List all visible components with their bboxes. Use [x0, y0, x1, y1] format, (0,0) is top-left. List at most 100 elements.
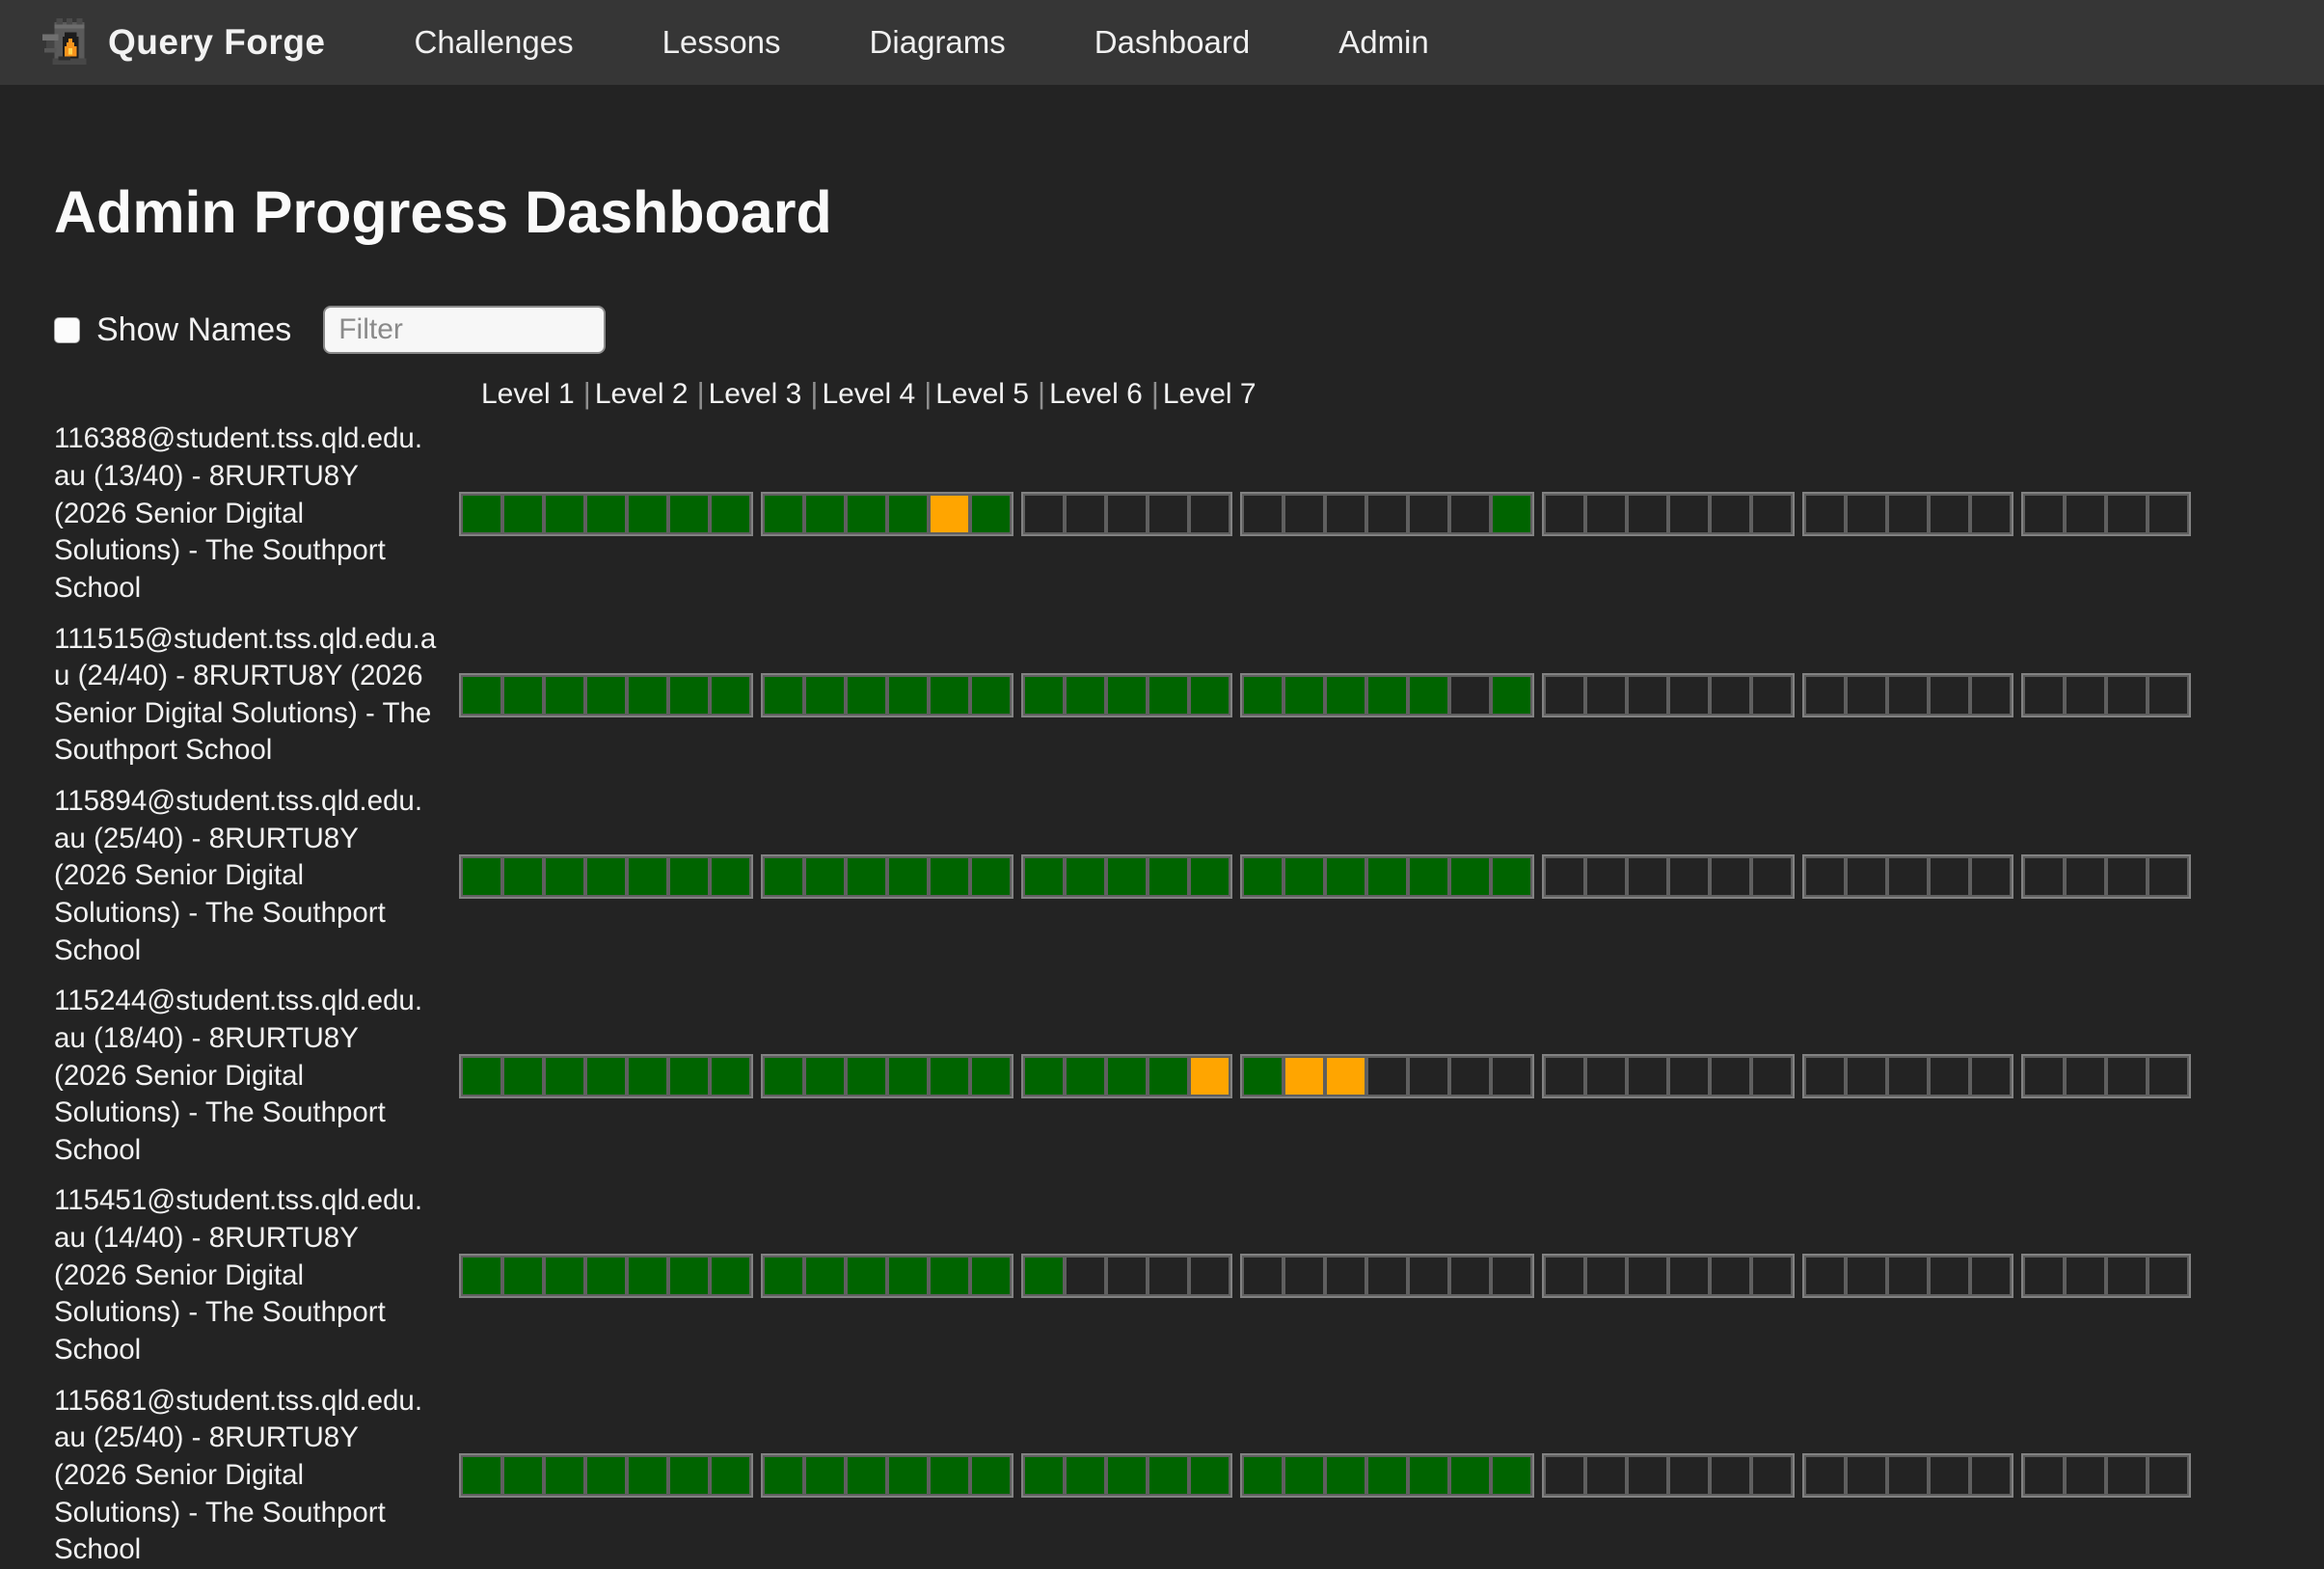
- student-label: 115894@student.tss.qld.edu.au (25/40) - …: [54, 785, 423, 966]
- challenge-cell-empty: [1929, 1256, 1970, 1297]
- challenge-cell-empty: [2065, 1256, 2106, 1297]
- challenge-cell-complete: [502, 1256, 544, 1297]
- challenge-cell-empty: [2106, 674, 2148, 716]
- nav-item-admin[interactable]: Admin: [1338, 24, 1429, 60]
- challenge-cell-complete: [1325, 1455, 1366, 1497]
- challenge-cell-empty: [2148, 493, 2189, 534]
- student-row-2: 111515@student.tss.qld.edu.au (24/40) - …: [54, 621, 2324, 771]
- challenge-cell-complete: [1023, 674, 1065, 716]
- show-names-checkbox[interactable]: [54, 316, 80, 343]
- level-group-2: [761, 491, 1013, 536]
- challenge-cell-empty: [1751, 1455, 1793, 1497]
- challenge-cell-complete: [1284, 855, 1325, 897]
- challenge-cell-empty: [1804, 493, 1846, 534]
- student-row-4: 115244@student.tss.qld.edu.au (18/40) - …: [54, 983, 2324, 1169]
- level-separator: |: [1038, 376, 1046, 411]
- level-group-1: [459, 1453, 753, 1499]
- challenge-cell-empty: [1970, 674, 2012, 716]
- level-group-7: [2021, 853, 2191, 899]
- challenge-cell-empty: [2023, 674, 2065, 716]
- challenge-cell-complete: [970, 1256, 1012, 1297]
- challenge-cell-empty: [1449, 1055, 1491, 1096]
- challenge-cell-complete: [846, 1055, 887, 1096]
- level-group-1: [459, 853, 753, 899]
- challenge-cell-complete: [1491, 493, 1532, 534]
- level-group-2: [761, 672, 1013, 717]
- challenge-cell-empty: [1970, 855, 2012, 897]
- challenge-cell-empty: [1668, 674, 1710, 716]
- level-separator: |: [696, 376, 705, 411]
- filter-input[interactable]: [323, 306, 607, 355]
- challenge-cell-complete: [804, 855, 846, 897]
- level-group-5: [1542, 491, 1795, 536]
- challenge-cell-complete: [804, 674, 846, 716]
- challenge-cell-empty: [1585, 855, 1627, 897]
- challenge-cell-complete: [804, 1256, 846, 1297]
- level-group-4: [1240, 1053, 1534, 1098]
- level-group-1: [459, 1254, 753, 1299]
- challenge-cell-empty: [1970, 1055, 2012, 1096]
- level-group-2: [761, 1053, 1013, 1098]
- nav-item-challenges[interactable]: Challenges: [414, 24, 574, 60]
- challenge-cell-complete: [846, 674, 887, 716]
- challenge-cell-empty: [1929, 855, 1970, 897]
- challenge-cell-empty: [1585, 493, 1627, 534]
- challenge-cell-empty: [2148, 855, 2189, 897]
- challenge-cell-empty: [1148, 493, 1189, 534]
- challenge-cell-complete: [502, 493, 544, 534]
- challenge-cell-complete: [502, 1455, 544, 1497]
- student-row-6: 115681@student.tss.qld.edu.au (25/40) - …: [54, 1383, 2324, 1569]
- challenge-cell-complete: [1325, 855, 1366, 897]
- challenge-cell-empty: [1585, 674, 1627, 716]
- challenge-cell-empty: [1449, 493, 1491, 534]
- challenge-cell-complete: [887, 674, 929, 716]
- challenge-cell-complete: [1491, 1455, 1532, 1497]
- challenge-cell-empty: [2065, 493, 2106, 534]
- challenge-cell-empty: [1668, 855, 1710, 897]
- level-group-1: [459, 1053, 753, 1098]
- level-header-4: Level 4: [822, 378, 916, 411]
- levels-header: Level 1 | Level 2 | Level 3 | Level 4 | Level 5 |…: [481, 376, 2324, 411]
- nav-item-lessons[interactable]: Lessons: [662, 24, 781, 60]
- challenge-cell-complete: [461, 493, 502, 534]
- level-group-3: [1021, 1053, 1232, 1098]
- challenge-cell-complete: [970, 674, 1012, 716]
- level-group-2: [761, 853, 1013, 899]
- challenge-cell-complete: [461, 855, 502, 897]
- challenge-cell-empty: [1023, 493, 1065, 534]
- challenge-cell-empty: [1804, 855, 1846, 897]
- challenge-cell-complete: [887, 1055, 929, 1096]
- challenge-cell-complete: [710, 493, 751, 534]
- nav-item-diagrams[interactable]: Diagrams: [869, 24, 1006, 60]
- challenge-cell-complete: [585, 1055, 627, 1096]
- challenge-cell-complete: [544, 1055, 585, 1096]
- challenge-cell-empty: [2106, 855, 2148, 897]
- challenge-cell-empty: [1668, 1055, 1710, 1096]
- challenge-cell-complete: [929, 1455, 970, 1497]
- challenge-cell-complete: [929, 1256, 970, 1297]
- challenge-cell-complete: [585, 1256, 627, 1297]
- progress-bars: [459, 491, 2199, 536]
- level-separator: |: [1150, 376, 1159, 411]
- challenge-cell-empty: [1846, 855, 1887, 897]
- challenge-cell-complete: [1242, 1055, 1284, 1096]
- challenge-cell-complete: [1023, 1455, 1065, 1497]
- challenge-cell-empty: [1887, 1055, 1929, 1096]
- level-header-2: Level 2: [594, 378, 689, 411]
- brand-link[interactable]: Query Forge: [42, 16, 326, 68]
- challenge-cell-complete: [1491, 855, 1532, 897]
- challenge-cell-empty: [2065, 1455, 2106, 1497]
- student-label: 115244@student.tss.qld.edu.au (18/40) - …: [54, 985, 423, 1166]
- challenge-cell-empty: [1668, 1256, 1710, 1297]
- challenge-cell-empty: [1710, 493, 1751, 534]
- level-group-1: [459, 491, 753, 536]
- challenge-cell-empty: [2023, 1455, 2065, 1497]
- level-group-6: [1802, 672, 2013, 717]
- challenge-cell-complete: [544, 855, 585, 897]
- nav-item-dashboard[interactable]: Dashboard: [1094, 24, 1251, 60]
- student-label: 115681@student.tss.qld.edu.au (25/40) - …: [54, 1384, 423, 1566]
- challenge-cell-empty: [1970, 1256, 2012, 1297]
- challenge-cell-complete: [1242, 674, 1284, 716]
- challenge-cell-empty: [1065, 493, 1106, 534]
- progress-bars: [459, 672, 2199, 717]
